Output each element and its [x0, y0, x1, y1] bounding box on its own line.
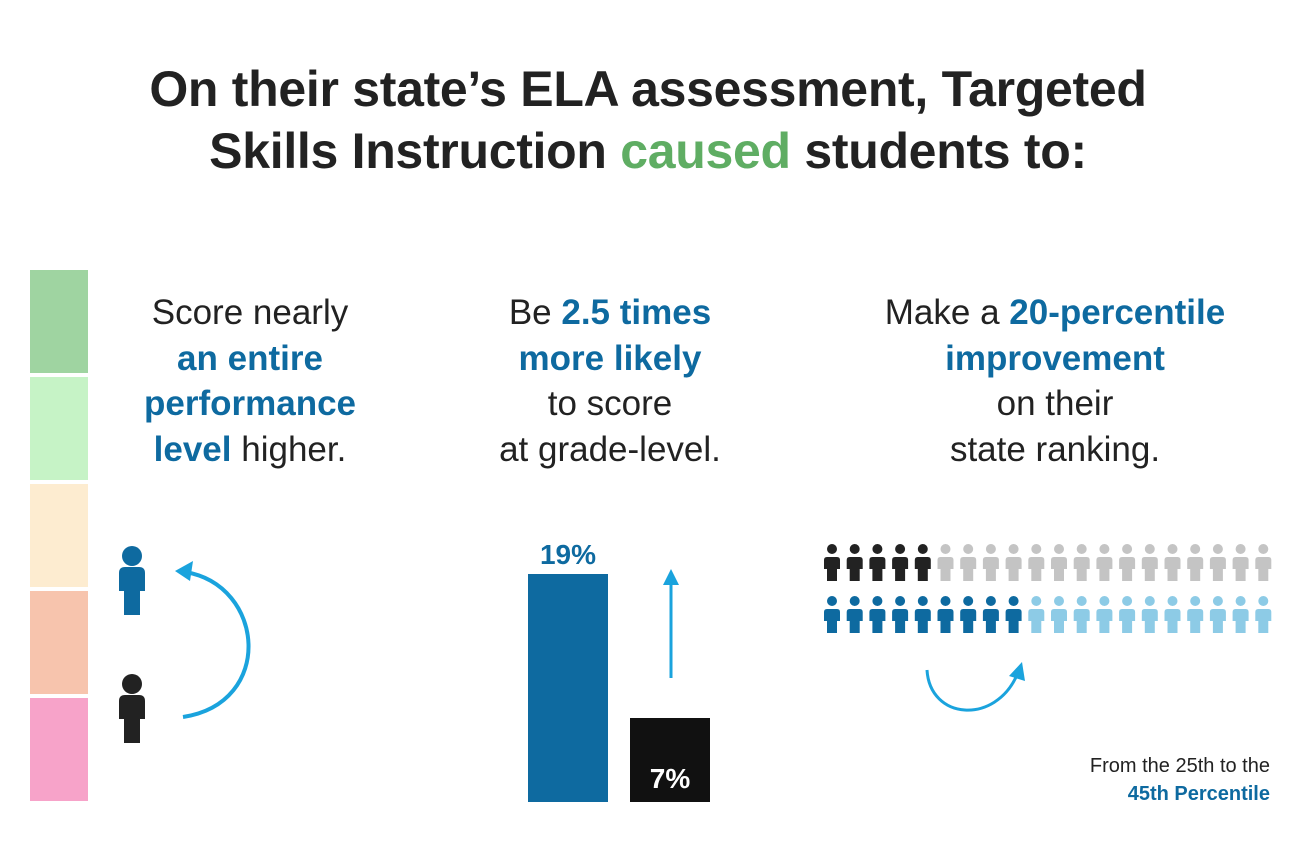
finding-3-bold-1: 20-percentile: [1009, 293, 1226, 332]
finding-performance-level: Score nearly an entire performance level…: [95, 290, 405, 472]
footnote-line-2: 45th Percentile: [1127, 783, 1270, 805]
curved-arrow-icon: [175, 561, 251, 719]
person-icon: [1005, 596, 1022, 633]
person-icon: [937, 596, 954, 633]
person-icon: [1051, 544, 1067, 581]
person-icon: [846, 596, 863, 633]
person-icon: [1209, 544, 1226, 581]
person-icon: [892, 544, 909, 581]
curved-arrow-icon: [925, 662, 1025, 712]
person-icon: [824, 544, 840, 581]
person-icon: [1187, 596, 1204, 633]
bar-7-percent: [630, 718, 710, 802]
finding-1-rest: higher.: [231, 429, 347, 469]
percentile-people-grid: [824, 544, 1272, 633]
level-jump-graphic: [119, 546, 251, 743]
percentile-footnote: From the 25th to the 45th Percentile: [870, 752, 1270, 808]
finding-1-bold-2: performance: [143, 384, 357, 423]
person-icon: [960, 544, 977, 581]
performance-level-segment: [30, 591, 88, 694]
finding-2-line-1: Be: [508, 293, 562, 332]
person-icon: [1119, 544, 1136, 581]
bar-label-7: 7%: [650, 763, 691, 794]
finding-1-line-1: Score nearly: [151, 293, 349, 332]
person-icon-black: [119, 674, 145, 743]
person-icon: [1187, 544, 1204, 581]
bar-label-19: 19%: [540, 539, 596, 570]
performance-level-segment: [30, 484, 88, 587]
finding-2-bold-2: more likely: [518, 338, 702, 378]
person-icon: [960, 596, 977, 633]
person-icon: [1005, 544, 1022, 581]
person-icon: [892, 596, 909, 633]
performance-level-segment: [30, 698, 88, 801]
person-icon: [1255, 544, 1272, 581]
person-icon: [1119, 596, 1136, 633]
person-icon-blue: [119, 546, 145, 615]
finding-3-line-4: state ranking.: [949, 429, 1161, 469]
finding-1-bold-1: an entire: [177, 338, 323, 378]
person-icon: [1255, 596, 1272, 633]
person-icon: [1232, 596, 1249, 633]
person-icon: [1096, 596, 1113, 633]
finding-1-bold-3: level: [153, 429, 232, 469]
person-icon: [937, 544, 954, 581]
person-icon: [1096, 544, 1113, 581]
performance-level-bar: [30, 270, 88, 802]
performance-level-segment: [30, 270, 88, 373]
footnote-line-1: From the 25th to the: [1089, 755, 1270, 777]
person-icon: [1028, 596, 1045, 633]
person-icon: [914, 544, 931, 581]
person-icon: [869, 596, 886, 633]
person-icon: [824, 596, 840, 633]
person-icon: [1051, 596, 1067, 633]
finding-2-line-4: at grade-level.: [499, 429, 721, 469]
title-line-1: On their state’s ELA assessment, Targete…: [149, 61, 1147, 117]
person-icon: [1164, 596, 1181, 633]
finding-3-line-1: Make a: [884, 293, 1010, 332]
person-icon: [1164, 544, 1181, 581]
performance-level-segment: [30, 377, 88, 480]
finding-2-bold-1: 2.5 times: [561, 293, 712, 332]
bar-19-percent: [528, 574, 608, 802]
title-line-2-start: Skills Instruction: [209, 123, 621, 179]
person-icon: [1028, 544, 1045, 581]
title-highlight: caused: [620, 123, 791, 179]
finding-2-line-3: to score: [547, 384, 673, 423]
person-icon: [1073, 544, 1090, 581]
grade-level-bar-chart: 19% 7%: [528, 539, 710, 802]
finding-3-line-3: on their: [996, 384, 1114, 423]
person-icon: [846, 544, 863, 581]
person-icon: [914, 596, 931, 633]
person-icon: [1073, 596, 1090, 633]
finding-percentile: Make a 20-percentile improvement on thei…: [820, 290, 1290, 472]
person-icon: [1141, 596, 1158, 633]
title-line-2-end: students to:: [790, 123, 1087, 179]
person-icon: [1141, 544, 1158, 581]
page-title: On their state’s ELA assessment, Targete…: [0, 58, 1296, 182]
person-icon: [1232, 544, 1249, 581]
finding-3-bold-2: improvement: [945, 338, 1165, 378]
person-icon: [869, 544, 886, 581]
finding-likelihood: Be 2.5 times more likely to score at gra…: [440, 290, 780, 472]
person-icon: [982, 544, 999, 581]
person-icon: [982, 596, 999, 633]
up-arrow-icon: [663, 569, 679, 678]
person-icon: [1209, 596, 1226, 633]
